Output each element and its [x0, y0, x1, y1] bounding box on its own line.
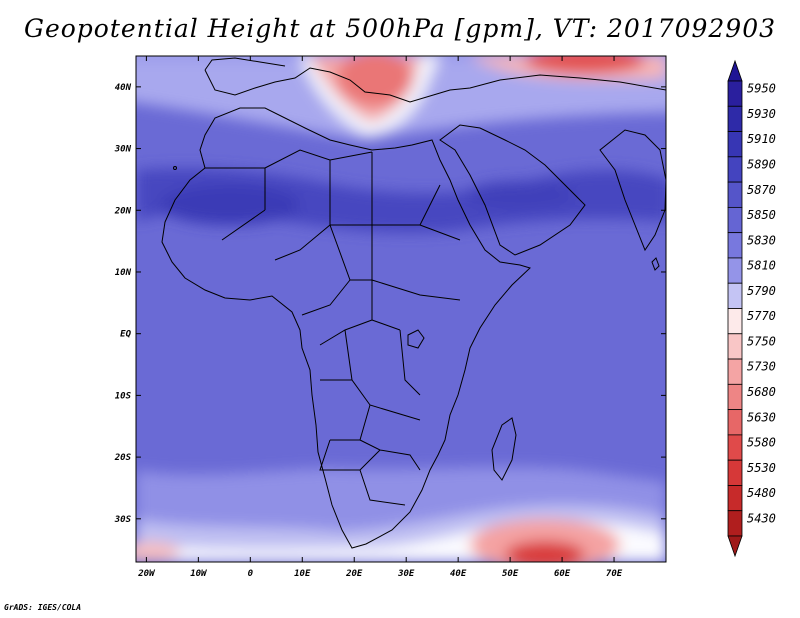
colorbar-swatch [727, 131, 743, 158]
colorbar-label: 5950 [747, 82, 776, 96]
country-borders [205, 149, 461, 506]
colorbar-swatch [727, 206, 743, 234]
colorbar-swatch [727, 434, 743, 461]
height-field [136, 56, 666, 562]
longitude-axis: 20W 10W 0 10E 20E 30E 40E 50E 60E 70E [137, 56, 623, 579]
colorbar-label: 5850 [747, 208, 776, 222]
field-high-core-west [160, 185, 300, 225]
lat-tick-label: 30S [114, 515, 132, 525]
credit-label: GrADS: IGES/COLA [4, 603, 82, 612]
colorbar-swatch [727, 485, 743, 512]
colorbar-swatch [727, 308, 743, 335]
plot-title: Geopotential Height at 500hPa [gpm], VT:… [23, 14, 777, 43]
colorbar-swatch [727, 510, 743, 537]
colorbar-label: 5680 [747, 385, 776, 399]
europe-coastline [204, 67, 666, 103]
lon-tick-label: 20W [137, 569, 156, 579]
iberia-coastline [204, 57, 286, 71]
india-coastline [599, 129, 666, 252]
colorbar-label: 5890 [747, 157, 776, 171]
colorbar-label: 5770 [747, 309, 776, 323]
lat-tick-label: 10N [115, 268, 132, 278]
colorbar-swatch [727, 156, 743, 183]
colorbar-label: 5630 [747, 410, 776, 424]
arabia-coastline [439, 124, 586, 256]
colorbar-swatch [727, 105, 743, 132]
colorbar-label: 5730 [747, 360, 776, 374]
lake-victoria [407, 329, 425, 349]
field-trough-core [337, 56, 413, 106]
map-frame [135, 55, 667, 563]
canary-islands [173, 166, 177, 170]
colorbar-swatch [727, 459, 743, 486]
colorbar-swatch [727, 257, 743, 284]
africa-coastline [161, 107, 531, 549]
colorbar: 5950 5930 5910 5890 5870 5850 5830 5810 5790 5770… [727, 59, 776, 558]
colorbar-label: 5750 [747, 334, 776, 348]
colorbar-bottom-arrow [727, 535, 743, 558]
field-ne-core [525, 56, 645, 74]
colorbar-swatch [727, 232, 743, 259]
colorbar-label: 5430 [747, 511, 776, 525]
colorbar-label: 5930 [747, 107, 776, 121]
lat-tick-label: 20S [114, 453, 132, 463]
colorbar-swatch [727, 282, 743, 309]
coastlines [161, 57, 666, 549]
madagascar-coastline [491, 417, 517, 481]
colorbar-label: 5530 [747, 461, 776, 475]
lon-tick-label: 20E [345, 569, 363, 579]
colorbar-swatch [727, 383, 743, 411]
lon-tick-label: 60E [554, 569, 571, 579]
field-south-trough-core [505, 541, 585, 562]
latitude-axis: 40N 30N 20N 10N EQ 10S 20S 30S [114, 83, 666, 525]
lat-tick-label: EQ [120, 330, 131, 340]
colorbar-label: 5580 [747, 436, 776, 450]
colorbar-swatch [727, 181, 743, 208]
colorbar-label: 5480 [747, 486, 776, 500]
lon-tick-label: 40E [450, 569, 467, 579]
lat-tick-label: 30N [114, 145, 132, 155]
colorbar-label: 5910 [747, 132, 776, 146]
lon-tick-label: 50E [502, 569, 519, 579]
colorbar-swatch [727, 333, 743, 360]
colorbar-swatch [727, 358, 743, 385]
lat-tick-label: 10S [115, 391, 132, 401]
srilanka-coastline [651, 257, 660, 271]
lon-tick-label: 70E [606, 569, 623, 579]
colorbar-label: 5870 [747, 183, 776, 197]
lat-tick-label: 20N [114, 206, 132, 216]
lat-tick-label: 40N [115, 83, 132, 93]
lon-tick-label: 10W [190, 569, 208, 579]
colorbar-label: 5810 [747, 259, 776, 273]
field-sw-pink [136, 542, 180, 562]
colorbar-label: 5830 [747, 233, 776, 247]
colorbar-label: 5790 [747, 284, 776, 298]
colorbar-swatch [727, 80, 743, 107]
colorbar-swatch [727, 409, 743, 436]
field-high-core-east [465, 181, 575, 209]
lon-tick-label: 30E [397, 569, 415, 579]
lon-tick-label: 10E [294, 569, 311, 579]
colorbar-top-arrow [727, 59, 743, 82]
lon-tick-label: 0 [248, 569, 254, 579]
